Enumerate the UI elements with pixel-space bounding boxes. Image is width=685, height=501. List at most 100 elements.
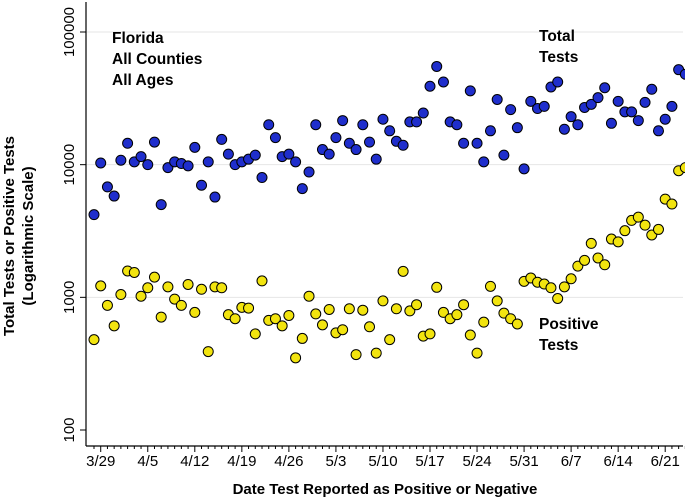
total-tests-point <box>330 132 342 144</box>
positive-tests-point <box>276 320 288 332</box>
total-tests-point <box>511 122 523 134</box>
chart-title: Florida All Counties All Ages <box>112 30 202 89</box>
positive-tests-point <box>592 252 604 264</box>
positive-tests-point <box>471 347 483 359</box>
total-tests-point <box>202 156 214 168</box>
positive-tests-point <box>350 349 362 361</box>
y-axis-title: Total Tests or Positive Tests (Logarithm… <box>1 136 37 336</box>
positive-tests-point <box>585 237 597 249</box>
total-tests-point <box>249 149 261 161</box>
total-tests-point <box>343 137 355 149</box>
positive-tests-point <box>310 308 322 320</box>
positive-tests-point <box>364 321 376 333</box>
total-tests-point <box>679 68 685 80</box>
positive-tests-point <box>249 328 261 340</box>
total-tests-point <box>350 144 362 156</box>
positive-tests-point <box>323 303 335 315</box>
positive-tests-point <box>404 305 416 317</box>
total-tests-point <box>310 119 322 131</box>
x-tick-label: 3/29 <box>86 453 115 470</box>
total-tests-point <box>155 199 167 211</box>
x-tick-label: 5/3 <box>325 453 346 470</box>
total-tests-point <box>424 80 436 92</box>
positive-tests-point <box>632 211 644 223</box>
total-tests-point <box>222 148 234 160</box>
x-tick-label: 4/12 <box>180 453 209 470</box>
total-tests-point <box>505 104 517 116</box>
positive-tests-point <box>88 334 100 346</box>
total-tests-point <box>471 137 483 149</box>
positive-tests-point <box>511 318 523 330</box>
positive-label-line-2: Tests <box>539 337 578 354</box>
total-tests-point <box>652 125 664 137</box>
x-tick-label: 4/26 <box>274 453 303 470</box>
total-tests-point <box>585 98 597 110</box>
positive-tests-point <box>196 283 208 295</box>
total-tests-point <box>256 172 268 184</box>
positive-tests-point <box>135 290 147 302</box>
positive-tests-series <box>88 162 685 364</box>
total-tests-point <box>122 137 134 149</box>
total-tests-point <box>384 125 396 137</box>
total-tests-point <box>95 157 107 169</box>
positive-tests-point <box>565 273 577 285</box>
positive-tests-point <box>189 306 201 318</box>
positive-tests-point <box>478 316 490 328</box>
positive-tests-point <box>175 299 187 311</box>
total-tests-point <box>357 119 369 131</box>
total-tests-point <box>484 125 496 137</box>
positive-tests-point <box>216 282 228 294</box>
total-tests-point <box>88 209 100 221</box>
total-tests-point <box>196 179 208 191</box>
positive-tests-point <box>162 281 174 293</box>
positive-tests-point <box>666 198 678 210</box>
x-axis-title: Date Test Reported as Positive or Negati… <box>233 481 538 498</box>
total-tests-point <box>538 100 550 112</box>
positive-tests-point <box>108 320 120 332</box>
total-tests-point <box>572 119 584 131</box>
positive-tests-point <box>545 282 557 294</box>
y-tick-label: 1000 <box>61 281 78 314</box>
positive-tests-point <box>384 334 396 346</box>
y-tick-label: 100000 <box>61 7 78 57</box>
total-tests-point <box>397 139 409 151</box>
positive-tests-point <box>558 281 570 293</box>
axes <box>85 2 683 447</box>
total-tests-point <box>478 156 490 168</box>
total-tests-point <box>182 160 194 172</box>
total-tests-point <box>431 60 443 72</box>
total-tests-point <box>283 148 295 160</box>
total-tests-point <box>269 132 281 144</box>
total-tests-point <box>411 116 423 128</box>
total-tests-point <box>666 100 678 112</box>
total-tests-point <box>370 153 382 165</box>
x-tick-label: 6/14 <box>604 453 633 470</box>
total-tests-point <box>142 159 154 171</box>
total-tests-point <box>552 76 564 88</box>
total-tests-point <box>115 154 127 166</box>
total-tests-point <box>565 111 577 123</box>
total-tests-point <box>135 151 147 163</box>
y-axis-title-line-2: (Logarithmic Scale) <box>20 166 37 305</box>
total-tests-point <box>639 96 651 108</box>
positive-tests-point <box>337 324 349 336</box>
total-tests-point <box>216 133 228 145</box>
total-tests-point <box>632 115 644 127</box>
total-tests-point <box>646 83 658 95</box>
positive-tests-point <box>679 162 685 174</box>
positive-tests-point <box>182 278 194 290</box>
y-tick-label: 100 <box>61 417 78 442</box>
total-tests-point <box>498 149 510 161</box>
total-tests-point <box>626 106 638 118</box>
positive-tests-point <box>484 280 496 292</box>
total-tests-series <box>88 60 685 221</box>
positive-tests-point <box>148 271 160 283</box>
total-tests-point <box>189 141 201 153</box>
positive-tests-point <box>202 346 214 358</box>
total-tests-point <box>337 115 349 127</box>
positive-tests-point <box>101 299 113 311</box>
x-tick-label: 5/31 <box>509 453 538 470</box>
positive-tests-point <box>283 309 295 321</box>
title-line-3: All Ages <box>112 72 173 89</box>
total-tests-point <box>417 107 429 119</box>
